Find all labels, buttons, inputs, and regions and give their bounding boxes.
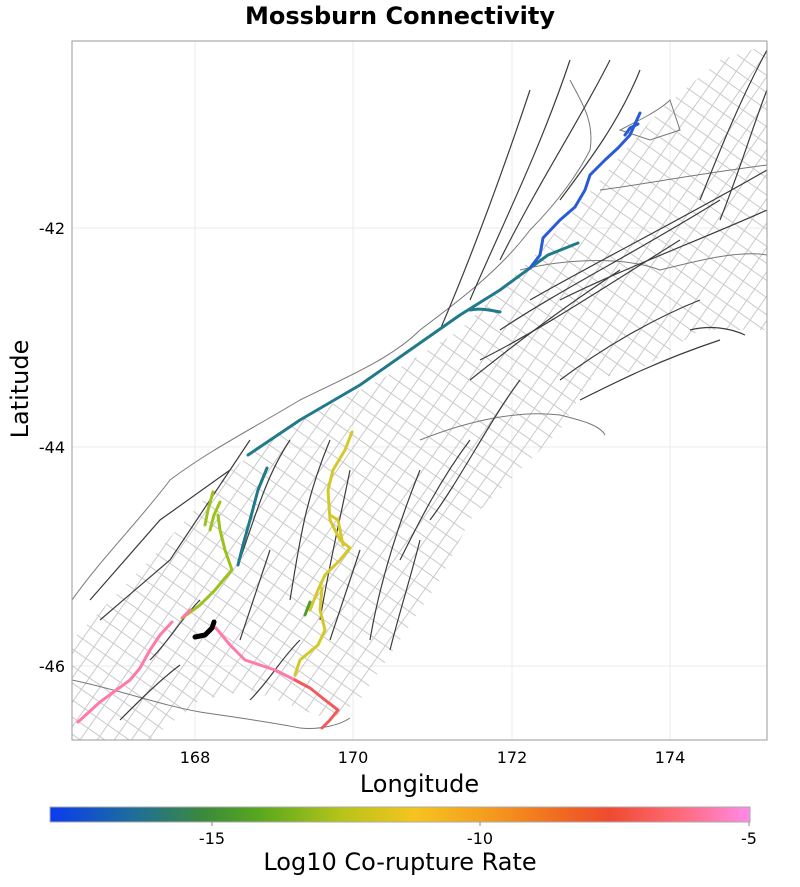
colorbar-label: Log10 Co-rupture Rate [263,848,537,876]
x-tick-170: 170 [338,748,369,767]
rupture-western-short [203,490,215,527]
colorbar [49,806,751,823]
highlighted-ruptures [76,111,642,730]
fault-surface-patches [72,45,767,740]
x-axis-label: Longitude [359,770,480,798]
colorbar-tick-minus10: -10 [466,829,494,848]
rupture-central-otago-3 [328,513,345,547]
colorbar-tick-minus15: -15 [198,829,226,848]
rupture-teal-south [236,466,269,567]
y-axis-ticks: -42 -44 -46 [39,219,65,676]
y-tick-42: -42 [39,219,65,238]
rupture-alpine-ne-branch [623,122,640,137]
rupture-western-southland [180,513,234,620]
x-tick-172: 172 [497,748,528,767]
x-tick-174: 174 [655,748,686,767]
colorbar-tick-minus5: -5 [741,829,757,848]
rupture-pink-west [76,620,174,724]
rupture-central-otago-2 [293,586,327,677]
rupture-green-short [303,600,312,617]
rupture-alpine-ne [528,111,642,270]
colorbar-tick-marks [211,822,750,826]
rupture-pink-mid [181,608,192,619]
y-axis-label: Latitude [6,339,34,439]
y-tick-46: -46 [39,657,65,676]
rupture-western-short2 [208,500,222,532]
plot-frame [71,40,768,741]
x-tick-168: 168 [180,748,211,767]
rupture-alpine-branch [468,307,502,314]
rupture-central-otago [308,430,354,612]
rupture-red-se [293,678,340,730]
rupture-alpine-central [246,241,580,457]
chart-title: Mossburn Connectivity [245,2,555,30]
rupture-mossburn-source [192,619,217,640]
rupture-pink-south [214,626,297,682]
x-axis-ticks: 168 170 172 174 [180,748,686,767]
y-tick-44: -44 [39,438,65,457]
fault-traces [89,49,767,721]
